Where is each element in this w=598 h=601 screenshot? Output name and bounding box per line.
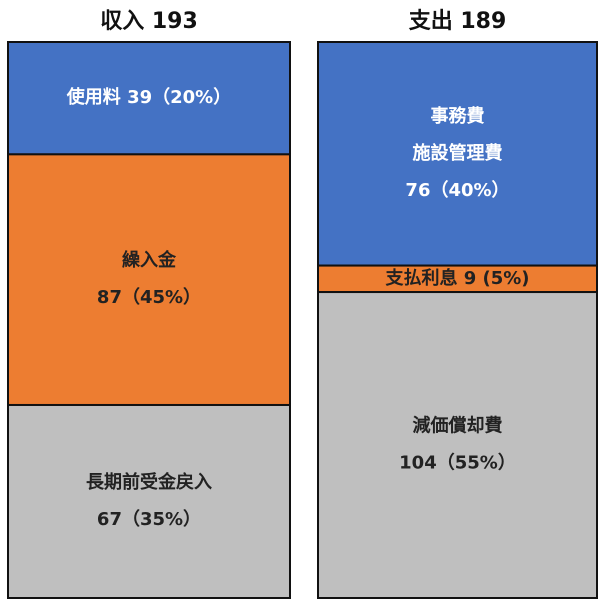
- segment-label: 事務費: [431, 105, 485, 127]
- segment-label: 繰入金: [122, 249, 177, 271]
- segment-label: 使用料 39（20%）: [66, 86, 231, 108]
- segment: [317, 291, 598, 599]
- segment: [317, 41, 598, 267]
- segment-label: 減価償却費: [413, 415, 503, 437]
- segment-label: 104（55%）: [399, 453, 516, 474]
- segment-label: 施設管理費: [413, 142, 503, 164]
- segment-label: 87（45%）: [97, 287, 201, 308]
- column-title: 収入 193: [100, 9, 198, 34]
- segment-label: 支払利息 9 (5%): [384, 267, 529, 289]
- segment-label: 76（40%）: [405, 180, 509, 201]
- segment-label: 長期前受金戻入: [86, 471, 212, 493]
- column-title: 支出 189: [409, 9, 507, 34]
- segment: [7, 153, 291, 406]
- segment-label: 67（35%）: [97, 509, 201, 530]
- segment: [7, 403, 291, 600]
- segment: [7, 41, 291, 156]
